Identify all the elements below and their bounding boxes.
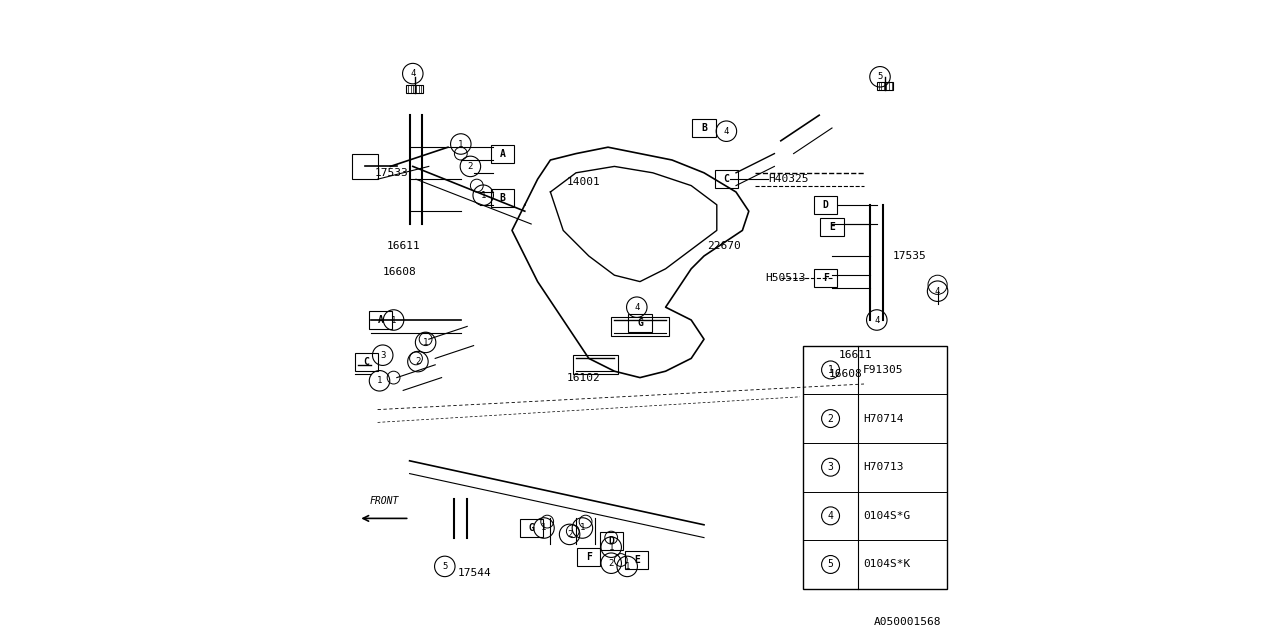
Text: 4: 4	[828, 511, 833, 521]
Text: 1: 1	[608, 543, 614, 552]
Text: 3: 3	[380, 351, 385, 360]
Text: 3: 3	[828, 462, 833, 472]
Text: 1: 1	[458, 140, 463, 148]
Text: 5: 5	[877, 72, 883, 81]
Text: 16611: 16611	[838, 350, 872, 360]
Text: D: D	[608, 536, 614, 546]
Text: 0104S*G: 0104S*G	[863, 511, 910, 521]
Text: 22670: 22670	[708, 241, 741, 252]
Text: 17533: 17533	[374, 168, 408, 178]
Text: A: A	[378, 315, 384, 325]
Text: 5: 5	[828, 559, 833, 570]
Text: 2: 2	[608, 559, 614, 568]
Text: 1: 1	[580, 524, 585, 532]
Text: F: F	[586, 552, 591, 562]
Text: E: E	[829, 222, 835, 232]
Bar	[804, 346, 947, 589]
Text: H70714: H70714	[863, 413, 904, 424]
Text: 4: 4	[723, 127, 730, 136]
Text: FRONT: FRONT	[370, 495, 398, 506]
Text: E: E	[634, 555, 640, 565]
Text: 1: 1	[541, 524, 547, 532]
Text: G: G	[529, 523, 534, 533]
Text: 1: 1	[828, 365, 833, 375]
Text: D: D	[823, 200, 828, 210]
Text: 2: 2	[467, 162, 474, 171]
Text: 2: 2	[828, 413, 833, 424]
Text: 16611: 16611	[387, 241, 421, 252]
Text: H40325: H40325	[768, 174, 809, 184]
Text: F91305: F91305	[863, 365, 904, 375]
Text: 17535: 17535	[893, 251, 927, 261]
Text: 14001: 14001	[566, 177, 600, 188]
Text: 1: 1	[422, 338, 429, 347]
Text: 4: 4	[874, 316, 879, 324]
Text: 1: 1	[376, 376, 383, 385]
Text: G: G	[637, 318, 643, 328]
Bar	[407, 85, 422, 93]
Text: 1: 1	[625, 562, 630, 571]
Text: A050001568: A050001568	[873, 617, 941, 627]
Text: C: C	[364, 356, 369, 367]
Text: 16608: 16608	[829, 369, 863, 380]
Text: 16608: 16608	[383, 267, 416, 277]
Text: C: C	[723, 174, 730, 184]
Bar	[877, 82, 893, 90]
Text: 4: 4	[934, 287, 941, 296]
Bar	[573, 355, 617, 374]
Text: B: B	[701, 123, 707, 133]
Bar	[352, 154, 378, 179]
Text: H70713: H70713	[863, 462, 904, 472]
Text: 2: 2	[567, 530, 572, 539]
Text: 5: 5	[442, 562, 448, 571]
Bar	[612, 317, 669, 336]
Text: A: A	[499, 148, 506, 159]
Text: 17544: 17544	[458, 568, 492, 578]
Text: 4: 4	[410, 69, 416, 78]
Text: 1: 1	[390, 316, 397, 324]
Text: F: F	[823, 273, 828, 284]
Text: 2: 2	[415, 357, 421, 366]
Text: B: B	[499, 193, 506, 204]
Text: 1: 1	[480, 191, 486, 200]
Text: 0104S*K: 0104S*K	[863, 559, 910, 570]
Text: H50513: H50513	[765, 273, 805, 284]
Text: 4: 4	[634, 303, 640, 312]
Text: 16102: 16102	[566, 372, 600, 383]
